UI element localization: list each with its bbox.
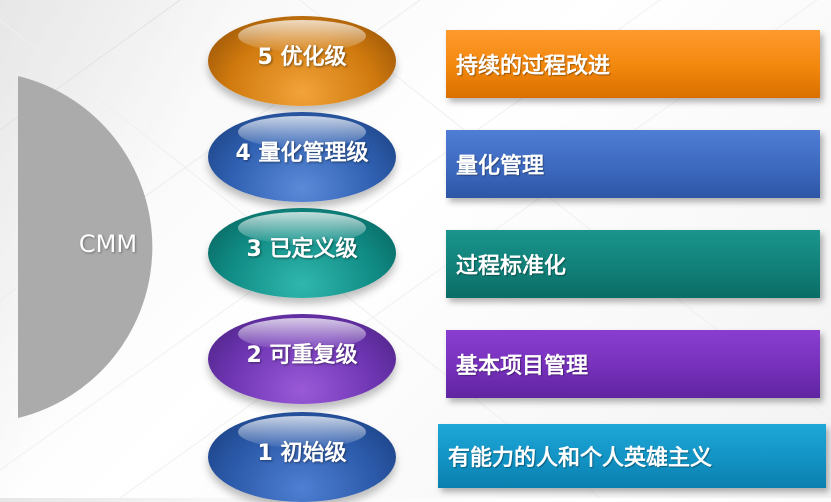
level-1-ellipse: 1 初始级	[208, 412, 396, 502]
level-1-description-box: 有能力的人和个人英雄主义	[438, 424, 826, 488]
level-5-description: 持续的过程改进	[456, 54, 611, 79]
level-2-description-box: 基本项目管理	[446, 330, 820, 398]
level-3-label: 3 已定义级	[246, 237, 358, 262]
level-2-label: 2 可重复级	[246, 343, 358, 368]
level-4-description: 量化管理	[456, 154, 545, 179]
level-3-description: 过程标准化	[456, 254, 567, 279]
level-2-ellipse: 2 可重复级	[208, 314, 396, 404]
level-3-ellipse: 3 已定义级	[208, 208, 396, 298]
level-5-description-box: 持续的过程改进	[446, 30, 820, 98]
level-5-label: 5 优化级	[257, 45, 347, 70]
level-1-label: 1 初始级	[257, 441, 347, 466]
level-4-description-box: 量化管理	[446, 130, 820, 198]
level-4-label: 4 量化管理级	[235, 141, 369, 166]
level-4-ellipse: 4 量化管理级	[208, 112, 396, 202]
level-1-description: 有能力的人和个人英雄主义	[448, 446, 713, 471]
level-3-description-box: 过程标准化	[446, 230, 820, 298]
level-5-ellipse: 5 优化级	[208, 16, 396, 106]
level-2-description: 基本项目管理	[456, 354, 589, 379]
cmm-label: CMM	[78, 230, 138, 258]
